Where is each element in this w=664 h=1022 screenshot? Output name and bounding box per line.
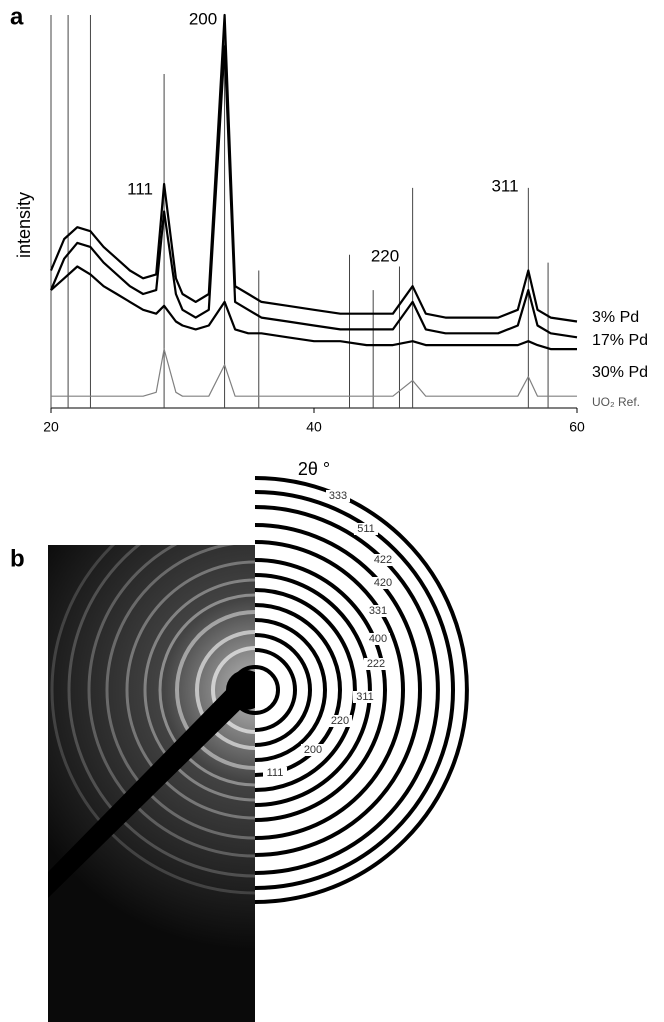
beam-stop: [48, 678, 248, 898]
ring-label: 422: [374, 554, 392, 566]
ring-arc: [254, 588, 357, 792]
diffraction-image: [48, 545, 255, 1022]
label-gap: [364, 658, 388, 670]
ring-arc: [254, 490, 455, 890]
inner-ring: [230, 665, 280, 715]
ring-label: 333: [329, 490, 347, 502]
y-axis-label: intensity: [14, 192, 34, 258]
label-gap: [371, 554, 395, 566]
series-line: [49, 13, 578, 323]
ring-arc: [254, 603, 342, 777]
peak-label: 311: [491, 176, 518, 195]
panel-label: b: [10, 545, 25, 572]
label-gap: [301, 744, 325, 756]
label-gap: [354, 523, 378, 535]
legend-label: UO₂ Ref.: [592, 395, 640, 409]
x-axis-label: 2θ °: [298, 459, 330, 479]
legend-label: 17% Pd: [592, 332, 648, 349]
ring-label: 400: [369, 633, 387, 645]
label-gap: [353, 691, 377, 703]
legend-label: 3% Pd: [592, 309, 639, 326]
ring-arc: [254, 648, 297, 732]
series-line: [50, 265, 577, 351]
label-gap: [263, 767, 287, 779]
ring-label: 311: [356, 691, 374, 703]
x-tick-label: 20: [43, 419, 59, 435]
x-tick-label: 40: [306, 419, 322, 435]
ring-label: 511: [357, 523, 375, 535]
ring-arc: [254, 476, 469, 904]
ring-scheme: 111 200 220 311 222 400 331 420 422 511 333: [230, 476, 469, 904]
peak-label: 220: [371, 246, 399, 265]
ring-label: 220: [331, 715, 349, 727]
ring-label: 331: [369, 605, 387, 617]
ring-arc: [254, 558, 387, 822]
peak-label: 111: [127, 179, 153, 198]
ring-arc: [254, 573, 372, 807]
ring-arc: [254, 523, 422, 857]
ring-label: 420: [374, 577, 392, 589]
ring-arc: [254, 505, 440, 875]
label-gap: [371, 577, 395, 589]
label-gap: [328, 715, 352, 727]
legend-label: 30% Pd: [592, 364, 648, 381]
series-line: [51, 348, 577, 397]
peak-label: 200: [189, 9, 217, 28]
label-gap: [366, 605, 390, 617]
ring-label: 222: [367, 658, 385, 670]
image-rings: [50, 545, 255, 895]
label-gap: [366, 633, 390, 645]
panel-label: a: [10, 3, 24, 30]
label-gap: [326, 490, 350, 502]
ring-arc: [254, 540, 405, 840]
x-tick-label: 60: [569, 419, 585, 435]
series-line: [49, 45, 578, 339]
ring-arc: [254, 633, 312, 747]
ring-label: 111: [267, 767, 284, 779]
ring-arc: [254, 618, 327, 762]
ring-label: 200: [304, 744, 322, 756]
